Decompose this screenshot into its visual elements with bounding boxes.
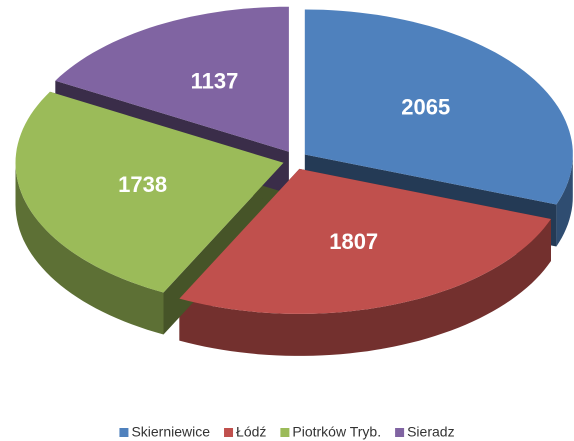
legend-swatch — [224, 428, 234, 437]
legend-label: Skierniewice — [131, 424, 210, 440]
legend-label: Sieradz — [407, 424, 454, 440]
slice — [55, 6, 289, 152]
slice — [15, 91, 284, 293]
legend-label: Piotrków Tryb. — [292, 424, 381, 440]
legend-swatch — [119, 428, 129, 437]
slice-side — [15, 162, 164, 335]
legend-label: Łódź — [236, 424, 266, 440]
legend-swatch — [395, 428, 405, 437]
slice — [304, 9, 573, 205]
legend-swatch — [280, 428, 290, 437]
data-label: 1807 — [329, 229, 378, 254]
data-label: 2065 — [401, 95, 450, 120]
slice — [179, 168, 551, 314]
data-label: 1137 — [191, 69, 239, 94]
slice-side — [179, 219, 551, 356]
slice-side — [556, 154, 573, 247]
data-label: 1738 — [118, 172, 167, 197]
